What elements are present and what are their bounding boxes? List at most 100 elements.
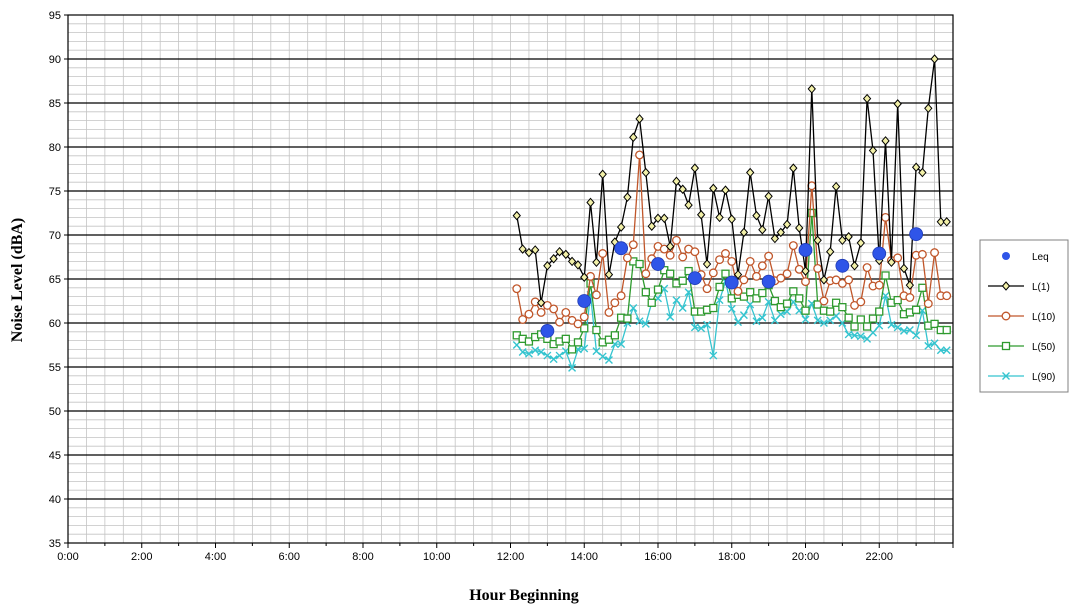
series-l1-point	[936, 217, 945, 227]
series-l10-point	[549, 304, 559, 314]
x-tick-label: 4:00	[205, 551, 226, 563]
y-tick-label: 45	[49, 450, 61, 462]
x-tick-label: 0:00	[57, 551, 78, 563]
series-l50-point	[826, 307, 835, 316]
series-l10-point	[518, 315, 528, 324]
x-tick-label: 14:00	[570, 551, 598, 563]
series-l50-point	[893, 295, 902, 305]
series-l90-point	[672, 296, 681, 305]
series-l90-point	[697, 324, 706, 333]
series-l1-point	[598, 169, 607, 180]
series-l1-point	[721, 185, 730, 195]
x-tick-label: 2:00	[131, 551, 152, 563]
series-l50-point	[856, 315, 865, 324]
y-tick-label: 75	[49, 186, 61, 198]
plot-frame	[67, 14, 954, 544]
x-axis-ticks: 0:00 2:00 4:00 6:00 8:00 10:00 12:00 14:00 16:00…	[57, 543, 954, 563]
series-l1-point	[807, 84, 816, 94]
series-leq	[540, 227, 924, 338]
series-l50-point	[918, 283, 927, 292]
series-l10-point	[690, 247, 700, 257]
series-l1-point	[604, 269, 614, 280]
series-l90-point	[776, 310, 785, 319]
y-axis-title: Noise Level (dBA)	[9, 218, 26, 342]
legend: Leq L(1) L(10) L(50) L(90)	[979, 239, 1069, 393]
legend-marker-l90	[1002, 372, 1010, 380]
x-tick-label: 18:00	[718, 551, 746, 563]
series-l50-point	[807, 208, 816, 218]
series-l10-point	[752, 271, 761, 281]
series-l10-point	[794, 264, 804, 274]
series-l50-point	[942, 325, 951, 335]
legend-label-l10: L(10)	[1032, 312, 1055, 323]
series-l50-point	[524, 337, 534, 346]
series-l90-point	[537, 348, 546, 357]
series-l10	[512, 150, 952, 329]
series-l50-point	[875, 307, 884, 316]
series-l1-point	[592, 257, 601, 268]
series-l90-point	[555, 351, 564, 360]
series-l50-point	[795, 294, 804, 303]
series-l1-point	[789, 163, 798, 173]
series-leq-point	[798, 243, 813, 257]
y-tick-label: 60	[49, 318, 61, 330]
series-l50-point	[746, 288, 755, 297]
series-l1-point	[733, 269, 743, 280]
series-l50-point	[610, 331, 620, 340]
series-l10-point	[616, 291, 626, 301]
legend-label-l1: L(1)	[1032, 282, 1050, 293]
series-l90-point	[856, 332, 865, 341]
series-l10-point	[715, 255, 725, 265]
series-l10-point	[776, 273, 786, 283]
series-l50-point	[641, 288, 650, 297]
series-l50-point	[721, 269, 730, 278]
y-tick-label: 35	[49, 538, 61, 550]
series-l1-point	[660, 213, 669, 224]
series-l1-point	[905, 280, 915, 290]
series-l1-point	[623, 192, 632, 202]
series-l1-point	[715, 212, 724, 223]
series-l10-point	[591, 290, 601, 300]
series-l1-point	[555, 246, 564, 257]
series-l10-point	[512, 284, 522, 294]
series-l90-point	[617, 340, 626, 349]
series-l50-point	[770, 296, 780, 306]
y-tick-label: 85	[49, 98, 61, 110]
series-l50-point	[831, 298, 841, 307]
series-l10-point	[610, 298, 620, 308]
grid	[68, 15, 953, 543]
series-l90-point	[543, 351, 552, 360]
series-l50-point	[592, 325, 601, 335]
series-l50-point	[789, 287, 798, 296]
series-l90-point	[770, 316, 779, 325]
series-l10-point	[917, 249, 927, 259]
x-tick-label: 8:00	[352, 551, 373, 563]
series-l1-point	[746, 167, 755, 178]
series-l1-point	[536, 298, 546, 308]
series-l50-point	[580, 324, 589, 333]
series-leq-point	[540, 324, 555, 338]
series-l50-point	[752, 294, 761, 303]
series-l1-point	[887, 257, 896, 268]
series-l10-point	[586, 271, 595, 281]
series-leq-point	[724, 275, 739, 290]
series-l10-point	[942, 291, 952, 301]
series-l1-point	[776, 227, 785, 238]
series-l90-point	[850, 331, 859, 340]
series-l90-point	[568, 363, 577, 372]
series-l50-point	[567, 345, 577, 354]
y-tick-label: 95	[49, 10, 61, 22]
series-l1-point	[739, 227, 749, 238]
y-tick-label: 40	[49, 494, 61, 506]
series-l50-point	[782, 299, 792, 308]
series-l10-point	[721, 249, 730, 258]
series-l50-point	[739, 292, 749, 301]
series-l90-point	[942, 346, 951, 355]
series-l1-point	[782, 219, 792, 230]
series-l90-point	[887, 320, 896, 329]
series-l50-point	[678, 276, 687, 285]
x-axis-title: Hour Beginning	[469, 587, 579, 604]
series-l10-point	[930, 248, 940, 258]
series-l90-point	[881, 291, 890, 300]
series-l1-point	[672, 176, 681, 187]
